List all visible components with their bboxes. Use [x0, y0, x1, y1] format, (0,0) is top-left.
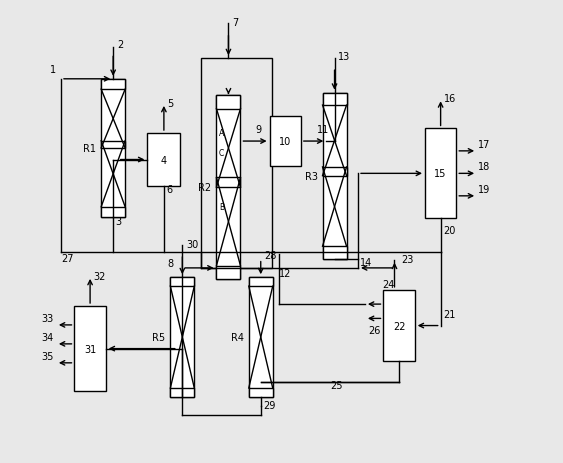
Bar: [249, 388, 272, 397]
Text: 17: 17: [479, 139, 491, 149]
Bar: [101, 141, 125, 149]
Bar: [216, 96, 240, 110]
Text: R4: R4: [231, 332, 244, 342]
Text: 18: 18: [479, 162, 491, 172]
Bar: [148, 134, 181, 187]
Bar: [101, 80, 125, 90]
Text: 34: 34: [42, 332, 53, 342]
Text: 13: 13: [338, 52, 351, 62]
Text: 19: 19: [479, 184, 491, 194]
Text: 23: 23: [401, 255, 414, 265]
Bar: [216, 266, 240, 280]
Text: 2: 2: [117, 40, 123, 50]
Bar: [249, 277, 272, 397]
Text: 16: 16: [444, 94, 457, 104]
Text: 5: 5: [168, 99, 174, 108]
Text: 27: 27: [61, 254, 74, 264]
Text: 14: 14: [360, 257, 373, 268]
Text: 12: 12: [279, 269, 292, 278]
Text: 33: 33: [42, 313, 53, 323]
Bar: [323, 94, 347, 259]
Text: 32: 32: [94, 271, 106, 281]
Bar: [270, 116, 301, 167]
Text: R1: R1: [83, 144, 96, 154]
Text: R3: R3: [305, 171, 318, 181]
Text: R5: R5: [152, 332, 166, 342]
Text: 22: 22: [393, 321, 405, 331]
Text: 3: 3: [115, 217, 122, 227]
Text: B: B: [219, 203, 224, 212]
Bar: [171, 388, 194, 397]
Text: A: A: [219, 129, 224, 138]
Text: 25: 25: [330, 381, 342, 390]
Bar: [101, 80, 125, 218]
Text: 11: 11: [317, 125, 329, 135]
Text: 4: 4: [161, 155, 167, 165]
Bar: [323, 94, 347, 106]
Bar: [201, 59, 272, 269]
Text: 6: 6: [166, 185, 172, 195]
Bar: [249, 277, 272, 287]
Bar: [101, 207, 125, 218]
Text: 26: 26: [369, 325, 381, 335]
Text: 1: 1: [50, 65, 56, 75]
Text: 7: 7: [232, 18, 238, 28]
Text: 9: 9: [255, 125, 261, 135]
Text: 20: 20: [443, 225, 455, 236]
Bar: [323, 168, 347, 176]
Text: 35: 35: [41, 351, 53, 361]
Bar: [425, 129, 456, 219]
Text: 8: 8: [167, 258, 173, 269]
Text: 28: 28: [265, 250, 277, 260]
Text: 21: 21: [443, 309, 455, 319]
Text: 29: 29: [263, 400, 275, 410]
Bar: [216, 96, 240, 280]
Bar: [171, 277, 194, 287]
Bar: [74, 307, 106, 391]
Text: C: C: [219, 149, 224, 158]
Text: 10: 10: [279, 137, 291, 147]
Bar: [171, 277, 194, 397]
Text: 31: 31: [84, 344, 96, 354]
Text: 24: 24: [382, 279, 395, 289]
Text: 30: 30: [186, 239, 198, 249]
Bar: [216, 178, 240, 188]
Text: 15: 15: [435, 169, 447, 179]
Bar: [323, 247, 347, 259]
Text: R2: R2: [198, 183, 212, 193]
Bar: [383, 290, 415, 362]
